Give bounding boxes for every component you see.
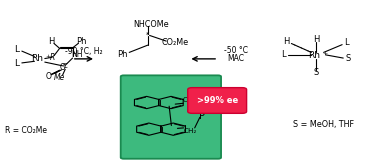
Text: >99% ee: >99% ee (197, 96, 238, 105)
Text: Ph: Ph (76, 37, 86, 46)
Text: P: P (199, 111, 205, 121)
Text: C: C (63, 63, 68, 69)
Text: CO₂Me: CO₂Me (162, 38, 189, 47)
Text: O: O (60, 63, 65, 72)
Text: L: L (14, 45, 20, 54)
Text: +: + (45, 54, 50, 59)
Text: CH₂: CH₂ (183, 128, 197, 134)
Text: NH: NH (72, 50, 83, 59)
Text: -90 °C, H₂: -90 °C, H₂ (65, 47, 102, 56)
Text: NHCOMe: NHCOMe (134, 20, 169, 29)
Text: L: L (344, 38, 349, 47)
Text: R = CO₂Me: R = CO₂Me (5, 126, 46, 135)
Text: CH₂: CH₂ (183, 97, 196, 103)
Text: R: R (50, 53, 55, 62)
Text: Ph: Ph (194, 99, 204, 108)
Text: S = MeOH, THF: S = MeOH, THF (293, 120, 354, 129)
Text: S: S (314, 68, 319, 77)
Text: O: O (46, 72, 51, 81)
Text: MAC: MAC (227, 54, 244, 63)
FancyBboxPatch shape (188, 88, 246, 113)
Text: Ph: Ph (117, 50, 128, 59)
Text: H: H (284, 37, 290, 46)
Text: L: L (14, 59, 20, 68)
Text: +: + (322, 51, 327, 56)
Text: H: H (48, 37, 55, 46)
Text: Rh: Rh (31, 54, 43, 63)
Text: Rh: Rh (308, 51, 321, 60)
Text: Me: Me (54, 74, 65, 82)
FancyBboxPatch shape (121, 75, 221, 159)
Text: S: S (345, 54, 350, 63)
Text: -50 °C: -50 °C (224, 46, 248, 55)
Text: *: * (146, 32, 149, 38)
Text: H: H (313, 35, 319, 44)
Text: L: L (281, 50, 285, 59)
